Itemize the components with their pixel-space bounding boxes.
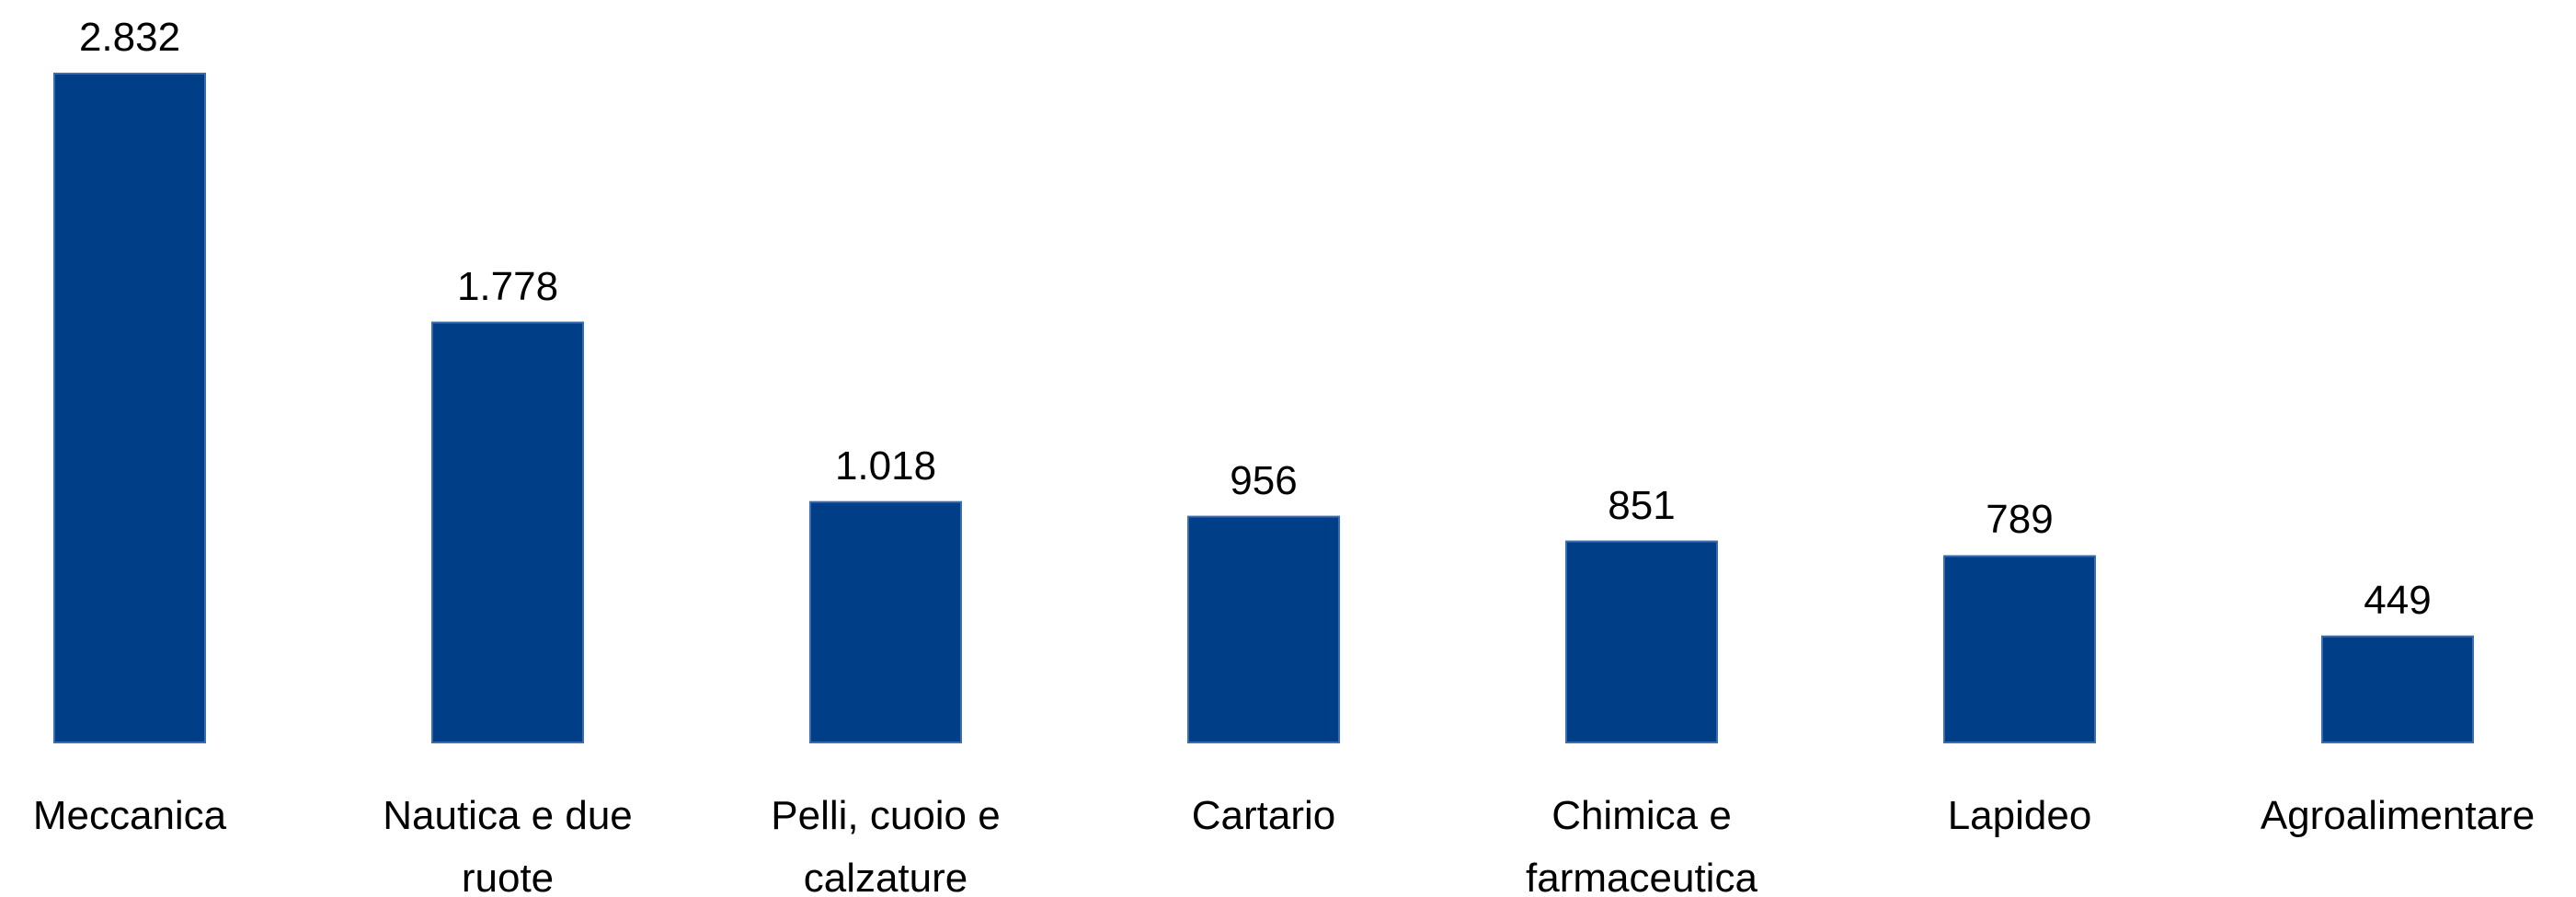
value-label: 1.778 xyxy=(456,263,559,309)
x-tick-label: Cartario xyxy=(1191,793,1336,838)
value-label: 851 xyxy=(1608,482,1676,528)
value-label: 789 xyxy=(1986,497,2054,543)
value-label: 956 xyxy=(1230,457,1298,503)
x-tick-label: Lapideo xyxy=(1947,793,2092,838)
bar xyxy=(1187,515,1340,744)
bar xyxy=(1565,540,1718,743)
x-tick-label: Agroalimentare xyxy=(2260,793,2536,838)
bar xyxy=(1943,555,2096,743)
value-label: 1.018 xyxy=(834,443,937,489)
value-label: 2.832 xyxy=(78,15,181,60)
x-tick-label: Meccanica xyxy=(32,793,227,838)
x-tick-label: Nautica e due ruote xyxy=(383,793,633,897)
x-tick-label: Chimica e farmaceutica xyxy=(1526,793,1757,897)
bar xyxy=(2321,635,2474,744)
bar xyxy=(809,500,962,744)
value-label: 449 xyxy=(2364,577,2432,623)
bar xyxy=(431,321,584,743)
bar xyxy=(53,73,206,743)
x-tick-label: Pelli, cuoio e calzature xyxy=(771,793,1001,897)
